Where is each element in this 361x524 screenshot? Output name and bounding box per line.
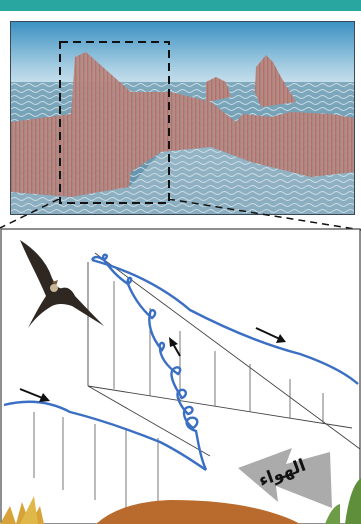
header-accent-bar [0, 0, 361, 11]
zoom-connector-lines [0, 199, 361, 231]
flight-trajectory [90, 253, 208, 471]
frigatebird-icon [20, 240, 104, 328]
dynamic-soaring-diagram: الهواء [0, 216, 361, 524]
wave-scene-photo [10, 21, 355, 215]
wind-arrow-icon [238, 448, 332, 508]
